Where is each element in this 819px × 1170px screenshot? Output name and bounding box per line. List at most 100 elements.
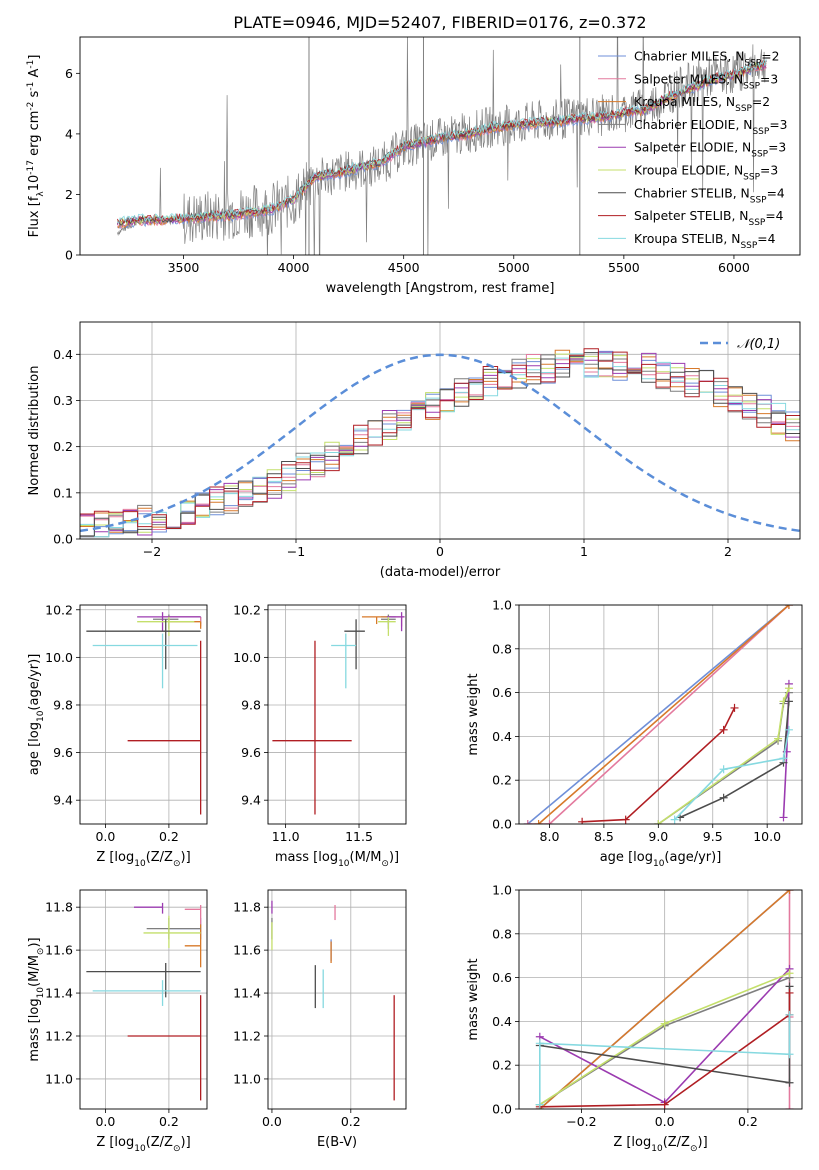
z_vs_age-grid [80, 605, 207, 824]
ebv_vs_mass-plot-area [271, 900, 395, 1101]
y-tick-label: 11.4 [233, 986, 261, 1001]
y-tick-label: 9.8 [241, 697, 261, 712]
x-tick-label: 0.2 [738, 1114, 758, 1129]
z_vs_age-xlabel: Z [log10(Z/Z⊙)] [96, 850, 190, 869]
z_vs_mass-plot-area [86, 902, 202, 1101]
age_vs_massweight-panel: 8.0 8.5 9.0 9.5 10.0 0.0 0.2 0.4 0.6 0.8 1.0 age [l… [466, 598, 803, 869]
y-tick-label: 0 [65, 248, 73, 263]
y-tick-label: 11.0 [233, 1071, 261, 1086]
x-tick-label: 8.5 [594, 829, 614, 844]
x-tick-label: 9.0 [648, 829, 668, 844]
errorbar-point [92, 980, 201, 1006]
ebv_vs_mass-panel: 0.0 0.2 11.0 11.2 11.4 11.6 11.8 E(B-V) [233, 889, 407, 1150]
y-tick-label: 10.2 [45, 602, 73, 617]
cumulative-weight-line [679, 701, 790, 819]
residuals-ylabel: Normed distribution [27, 366, 42, 496]
z_vs_massweight-panel: −0.2 0.0 0.2 0.0 0.2 0.4 0.6 0.8 1.0 Z [log10(Z/Z… [466, 883, 803, 1154]
y-tick-label: 11.2 [45, 1029, 73, 1044]
y-tick-label: 0.8 [492, 926, 512, 941]
cumulative-weight-marker [660, 1100, 669, 1109]
age_vs_massweight-ylabel: mass weight [466, 673, 481, 755]
cumulative-weight-marker [784, 684, 793, 693]
y-tick-label: 2 [65, 187, 73, 202]
histogram-series [80, 352, 800, 537]
x-tick-label: 5500 [608, 260, 640, 275]
y-tick-label: 11.8 [233, 900, 261, 915]
errorbar-point [133, 902, 164, 914]
x-tick-label: 4000 [278, 260, 310, 275]
y-tick-label: 1.0 [492, 598, 512, 613]
spectrum-panel: 3500 4000 4500 5000 5500 6000 0 2 4 6 wavelength [… [26, 36, 801, 296]
cumulative-weight-marker [785, 969, 794, 978]
residuals-plot-area [80, 348, 800, 538]
cumulative-weight-marker [779, 754, 788, 763]
legend-label: Kroupa ELODIE, NSSP=3 [634, 164, 778, 183]
y-tick-label: 9.4 [241, 793, 261, 808]
errorbar-point [127, 995, 202, 1101]
legend-label: Salpeter MILES, NSSP=3 [634, 72, 778, 91]
cumulative-weight-marker [784, 697, 793, 706]
y-tick-label: 9.6 [241, 745, 261, 760]
cumulative-weight-marker [654, 820, 663, 824]
x-tick-label: 0.2 [159, 1114, 179, 1129]
errorbar-point [143, 915, 201, 948]
figure-title: PLATE=0946, MJD=52407, FIBERID=0176, z=0… [233, 13, 646, 32]
cumulative-weight-marker [670, 815, 679, 824]
y-tick-label: 0.4 [53, 347, 73, 362]
errorbar-point [92, 633, 198, 689]
spectrum-frame [79, 36, 801, 256]
y-tick-label: 0.6 [492, 685, 512, 700]
x-tick-label: 2 [724, 544, 732, 559]
errorbar-point [272, 640, 352, 815]
cumulative-weight-marker [785, 1105, 794, 1109]
y-tick-label: 10.2 [233, 602, 261, 617]
x-tick-label: 5000 [498, 260, 530, 275]
y-tick-label: 9.6 [53, 745, 73, 760]
age_vs_massweight-xlabel: age [log10(age/yr)] [600, 850, 722, 869]
x-tick-label: 0.0 [95, 829, 115, 844]
z_vs_massweight-plot-area [535, 890, 794, 1109]
cumulative-weight-marker [719, 725, 728, 734]
errorbar-point [168, 621, 202, 629]
cumulative-weight-marker [774, 734, 783, 743]
x-tick-label: 0 [436, 544, 444, 559]
legend-label: Chabrier STELIB, NSSP=4 [634, 186, 785, 205]
cumulative-weight-marker [785, 890, 794, 894]
z_vs_massweight-ylabel: mass weight [466, 958, 481, 1040]
x-tick-label: 11.5 [345, 829, 373, 844]
y-tick-label: 0.0 [53, 532, 73, 547]
y-tick-label: 10.0 [45, 650, 73, 665]
y-tick-label: 0.0 [492, 817, 512, 832]
errorbar-point [86, 619, 201, 670]
mass_vs_age-grid [268, 605, 406, 824]
histogram-series [80, 349, 800, 533]
legend-label: Salpeter ELODIE, NSSP=3 [634, 141, 786, 160]
z_vs_massweight-frame [518, 889, 803, 1110]
cumulative-weight-line [674, 729, 790, 821]
y-tick-label: 10.0 [233, 650, 261, 665]
y-tick-label: 0.3 [53, 393, 73, 408]
x-tick-label: 3500 [168, 260, 200, 275]
cumulative-weight-marker [785, 1050, 794, 1059]
x-tick-label: −2 [143, 544, 161, 559]
cumulative-weight-line [538, 605, 790, 824]
residuals-legend: 𝒩(0,1) [700, 337, 780, 352]
histogram-series [80, 348, 800, 529]
cumulative-weight-marker [535, 1039, 544, 1048]
y-tick-label: 6 [65, 66, 73, 81]
z_vs_age-frame [79, 604, 208, 825]
spectrum-xlabel: wavelength [Angstrom, rest frame] [326, 281, 555, 296]
x-tick-label: 0.2 [159, 829, 179, 844]
y-tick-label: 0.2 [492, 1058, 512, 1073]
model-spectrum [117, 59, 767, 224]
x-tick-label: 0.0 [262, 1114, 282, 1129]
x-tick-label: 9.5 [703, 829, 723, 844]
z_vs_mass-ylabel: mass [log10(M/M⊙)] [27, 937, 46, 1061]
age_vs_massweight-frame [518, 604, 803, 825]
histogram-series [80, 351, 800, 536]
cumulative-weight-line [527, 605, 790, 824]
x-tick-label: −1 [287, 544, 305, 559]
z_vs_mass-panel: 0.0 0.2 11.0 11.2 11.4 11.6 11.8 Z [log10(Z/Z⊙)… [27, 889, 208, 1154]
z_vs_mass-grid [80, 890, 207, 1109]
